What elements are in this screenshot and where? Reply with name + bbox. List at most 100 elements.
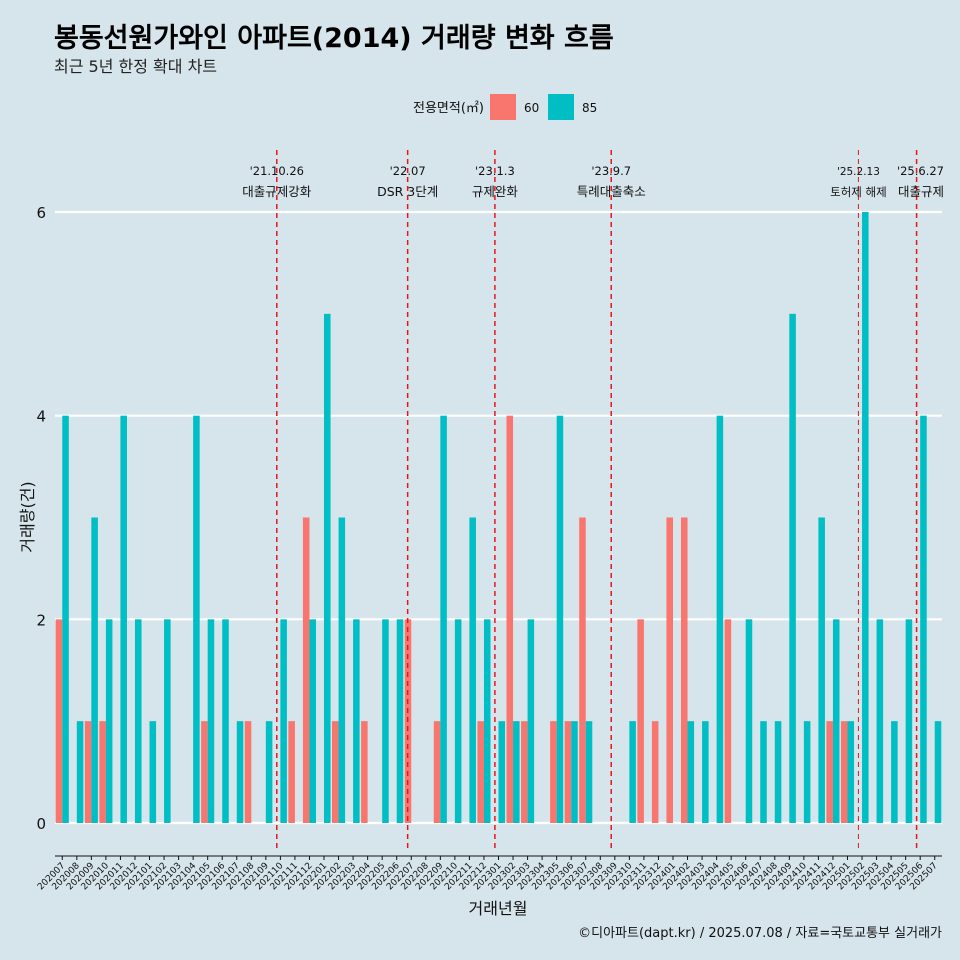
caption: ©디아파트(dapt.kr) / 2025.07.08 / 자료=국토교통부 실… [578,926,942,941]
bar-60-202111 [288,721,295,823]
bar-85-202112 [309,619,317,823]
event-label: DSR 3단계 [377,184,438,199]
bar-85-202009 [91,517,98,823]
y-axis-label: 거래량(건) [18,481,37,552]
bar-85-202310 [629,721,636,823]
bar-85-202402 [687,721,695,823]
bar-85-202505 [905,619,913,823]
bar-60-202303 [521,721,528,823]
bar-85-202203 [353,619,360,823]
event-label: 규제완화 [472,184,519,199]
bar-85-202406 [745,619,753,823]
bar-60-202402 [680,517,688,823]
event-date: '25.2.13 [837,166,880,178]
event-date: '25.6.27 [897,164,944,178]
bar-85-202411 [818,517,825,823]
y-tick-label: 4 [36,408,46,426]
bar-60-202010 [99,721,106,823]
bar-60-202306 [564,721,572,823]
event-lines: '21.10.26 대출규제강화 '22.07 DSR 3단계 '23.1.3 규제완화 '… [242,150,944,852]
event-label: 대출규제 [898,184,944,199]
bar-60-202501 [840,721,848,823]
bar-85-202107 [236,721,244,823]
bar-85-202412 [832,619,840,823]
bar-85-202110 [280,619,287,823]
bar-85-202307 [585,721,593,823]
bar-85-202201 [324,313,331,823]
event-date: '21.10.26 [250,164,304,178]
legend-label-60: 60 [524,101,539,115]
bar-85-202209 [440,415,447,823]
bar-85-202010 [105,619,113,823]
bar-85-202507 [934,721,942,823]
bar-85-202206 [396,619,404,823]
bar-85-202211 [469,517,476,823]
bar-85-202403 [702,721,709,823]
bar-85-202101 [149,721,157,823]
bar-60-202305 [550,721,557,823]
legend-label-85: 85 [582,101,597,115]
bar-85-202210 [454,619,462,823]
bar-85-202504 [891,721,898,823]
bar-85-202407 [760,721,767,823]
bar-60-202007 [55,619,63,823]
event-label: 토허제 해제 [830,185,887,199]
bar-60-202401 [666,517,673,823]
bar-85-202102 [164,619,171,823]
bar-60-202311 [637,619,644,823]
bar-85-202007 [62,415,69,823]
bar-85-202408 [774,721,782,823]
legend-swatch-60 [490,94,516,120]
bar-60-202212 [477,721,484,823]
bar-85-202410 [803,721,811,823]
bar-85-202306 [571,721,578,823]
bar-85-202109 [265,721,273,823]
bar-85-202501 [847,721,855,823]
bar-85-202205 [382,619,389,823]
y-tick-label: 0 [36,815,46,833]
bar-85-202012 [134,619,142,823]
bar-85-202008 [76,721,84,823]
bar-60-202112 [302,517,310,823]
y-tick-label: 2 [36,611,46,629]
bar-85-202305 [556,415,564,823]
x-axis-label: 거래년월 [469,899,528,918]
legend-swatch-85 [548,94,574,120]
bar-60-202202 [332,721,339,823]
chart-title: 봉동선원가와인 아파트(2014) 거래량 변화 흐름 [54,23,614,54]
event-date: '23.1.3 [475,164,515,178]
bar-85-202212 [483,619,491,823]
bar-60-202312 [651,721,659,823]
bars [55,212,942,823]
bar-85-202202 [338,517,346,823]
bar-60-202302 [506,415,514,823]
event-label: 특례대출축소 [577,184,646,199]
bar-60-202405 [724,619,732,823]
legend-title: 전용면적(㎡) [413,101,484,116]
bar-85-202104 [193,415,200,823]
event-label: 대출규제강화 [242,184,312,199]
y-tick-label: 6 [36,204,46,222]
bar-85-202303 [527,619,535,823]
bar-85-202503 [876,619,884,823]
bar-85-202106 [222,619,229,823]
chart-subtitle: 최근 5년 한정 확대 차트 [54,57,218,76]
bar-85-202301 [498,721,506,823]
bar-85-202105 [207,619,215,823]
bar-60-202105 [201,721,208,823]
bar-85-202502 [862,212,869,823]
bar-60-202209 [433,721,441,823]
bar-60-202204 [361,721,368,823]
bar-60-202108 [244,721,252,823]
bar-60-202307 [579,517,586,823]
bar-85-202011 [120,415,127,823]
event-date: '22.07 [390,164,426,178]
bar-85-202302 [513,721,520,823]
bar-60-202009 [84,721,92,823]
bar-85-202506 [920,415,927,823]
legend: 전용면적(㎡) 60 85 [413,94,597,120]
bar-85-202404 [716,415,724,823]
bar-60-202412 [826,721,833,823]
event-date: '23.9.7 [591,164,631,178]
